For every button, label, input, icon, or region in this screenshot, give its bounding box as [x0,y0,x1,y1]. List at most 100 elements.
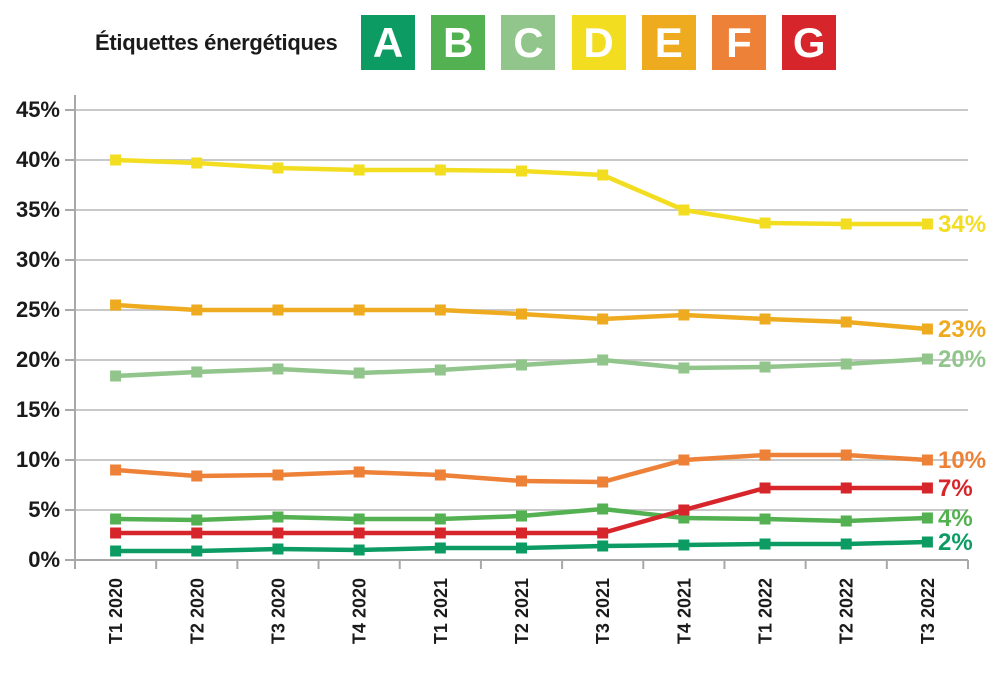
series-marker-B [110,513,122,525]
y-axis-label: 15% [16,397,60,422]
x-axis-label: T4 2021 [674,578,694,644]
x-axis-label: T1 2021 [431,578,451,644]
y-axis-label: 0% [28,547,60,572]
series-marker-C [353,367,365,379]
series-marker-D [191,157,203,169]
series-marker-D [272,162,284,174]
series-marker-D [110,154,122,166]
series-marker-E [759,313,771,325]
series-marker-D [840,218,852,230]
series-marker-B [516,510,527,522]
x-axis-label: T1 2020 [106,578,126,644]
series-marker-F [353,466,365,478]
series-marker-C [191,366,203,378]
x-axis-label: T2 2022 [837,578,857,644]
series-marker-G [434,527,446,539]
series-marker-E [191,304,203,316]
series-end-label-C: 20% [938,346,986,373]
energy-label-box-A: A [361,15,415,70]
series-end-label-F: 10% [938,447,986,474]
series-marker-G [272,527,284,539]
series-marker-A [678,539,690,551]
series-marker-D [678,204,690,216]
series-marker-G [678,504,690,516]
series-marker-F [759,449,771,461]
series-end-label-E: 23% [938,316,986,343]
series-marker-C [678,362,690,374]
series-marker-C [434,364,446,376]
series-marker-G [921,482,933,494]
series-marker-E [434,304,446,316]
y-axis-label: 5% [28,497,60,522]
x-axis-label: T3 2022 [918,578,938,644]
series-marker-D [921,218,933,230]
series-marker-A [840,538,852,550]
series-marker-B [191,514,203,526]
y-axis-label: 35% [16,197,60,222]
series-marker-E [678,309,690,321]
y-axis-label: 45% [16,97,60,122]
x-axis-label: T2 2020 [187,578,207,644]
series-marker-B [434,513,446,525]
x-axis-label: T2 2021 [512,578,532,644]
series-marker-F [191,470,203,482]
y-axis-label: 20% [16,347,60,372]
series-marker-D [759,217,771,229]
series-marker-D [516,165,527,177]
series-marker-C [110,370,122,382]
series-marker-F [516,475,527,487]
series-marker-B [759,513,771,525]
series-marker-B [353,513,365,525]
series-marker-F [272,469,284,481]
series-marker-E [353,304,365,316]
x-axis-label: T1 2022 [756,578,776,644]
energy-label-box-G: G [782,15,837,70]
series-marker-D [353,164,365,176]
series-marker-C [272,363,284,375]
series-marker-F [434,469,446,481]
series-marker-C [516,359,527,371]
series-marker-C [597,354,609,366]
energy-label-box-F: F [712,15,766,70]
series-marker-B [678,512,690,524]
energy-label-box-B: B [431,15,486,70]
series-marker-A [434,542,446,554]
series-marker-E [597,313,609,325]
series-marker-F [840,449,852,461]
series-marker-B [272,511,284,523]
series-end-label-D: 34% [938,211,986,238]
series-marker-G [191,527,203,539]
series-marker-C [921,353,933,365]
series-marker-B [840,515,852,527]
series-end-label-G: 7% [938,475,973,502]
series-marker-A [921,536,933,548]
series-marker-A [110,545,122,557]
series-marker-G [516,527,527,539]
series-marker-G [597,527,609,539]
y-axis-label: 25% [16,297,60,322]
series-marker-G [353,527,365,539]
series-marker-A [272,543,284,555]
series-marker-B [921,512,933,524]
y-axis-label: 10% [16,447,60,472]
series-marker-A [759,538,771,550]
y-axis-label: 30% [16,247,60,272]
series-marker-F [110,464,122,476]
series-marker-C [840,358,852,370]
series-marker-G [759,482,771,494]
series-marker-D [434,164,446,176]
x-axis-label: T4 2020 [350,578,370,644]
energy-label-box-C: C [501,15,556,70]
series-marker-D [597,169,609,181]
series-marker-E [516,308,527,320]
series-marker-A [191,545,203,557]
series-marker-E [840,316,852,328]
series-marker-A [353,544,365,556]
series-marker-E [921,323,933,335]
energy-label-box-E: E [641,15,696,70]
series-marker-F [678,454,690,466]
series-marker-G [840,482,852,494]
